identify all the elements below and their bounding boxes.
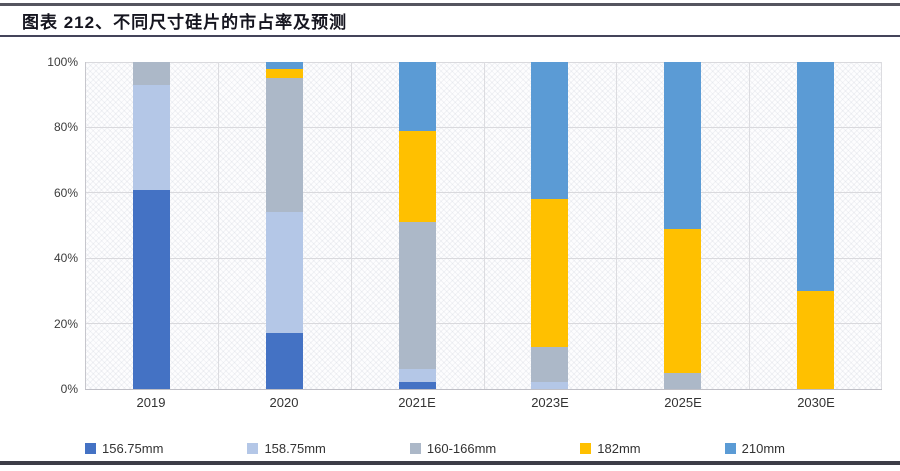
legend-label: 210mm (741, 441, 785, 456)
legend-label: 182mm (597, 441, 641, 456)
legend-label: 158.75mm (264, 441, 326, 456)
bar-segment-182mm (531, 199, 568, 347)
x-axis-line (85, 389, 882, 390)
stacked-bar-2019 (133, 62, 170, 389)
legend-swatch-icon (247, 443, 259, 454)
bottom-divider (0, 461, 900, 465)
gridline-vertical (881, 62, 882, 389)
stacked-bar-2021E (399, 62, 436, 389)
gridline-horizontal (85, 257, 882, 259)
bar-segment-158.75mm (133, 84, 170, 190)
y-tick-label: 80% (53, 120, 78, 135)
gridline-horizontal (85, 192, 882, 194)
x-tick-label-2021E: 2021E (398, 395, 436, 410)
bar-segment-160-166mm (266, 78, 303, 213)
bar-segment-210mm (664, 62, 701, 229)
bar-segment-210mm (531, 62, 568, 200)
y-tick-label: 60% (53, 185, 78, 200)
y-tick-label: 100% (47, 55, 78, 69)
legend-label: 160-166mm (426, 441, 497, 456)
gridline-vertical (351, 62, 352, 389)
x-axis: 2019 2020 2021E 2023E 2025E 2030E (85, 395, 882, 415)
bar-segment-158.75mm (399, 369, 436, 383)
gridline-horizontal (85, 126, 882, 128)
x-tick-label-2019: 2019 (136, 395, 166, 410)
legend-item-160-166mm: 160-166mm (409, 441, 497, 456)
gridline-vertical (218, 62, 219, 389)
gridline-horizontal (85, 61, 882, 63)
legend: 156.75mm 158.75mm 160-166mm 182mm 210mm (85, 441, 785, 456)
plot-area (85, 61, 882, 390)
y-tick-label: 0% (60, 382, 78, 396)
bar-segment-182mm (797, 290, 834, 389)
legend-item-210mm: 210mm (724, 441, 785, 456)
top-divider (0, 3, 900, 6)
title-underline-divider (0, 35, 900, 37)
bar-segment-160-166mm (133, 62, 170, 85)
legend-item-156.75mm: 156.75mm (85, 441, 163, 456)
legend-swatch-icon (85, 443, 96, 454)
x-tick-label-2025E: 2025E (664, 395, 702, 410)
bar-segment-160-166mm (399, 222, 436, 370)
gridline-horizontal (85, 323, 882, 325)
x-tick-label-2030E: 2030E (797, 395, 835, 410)
bar-segment-160-166mm (531, 346, 568, 383)
stacked-bar-2023E (531, 62, 568, 389)
bar-segment-182mm (399, 130, 436, 223)
bar-segment-160-166mm (664, 372, 701, 389)
legend-swatch-icon (409, 443, 421, 454)
gridline-vertical (616, 62, 617, 389)
bar-segment-182mm (266, 68, 303, 79)
gridline-vertical (484, 62, 485, 389)
bar-segment-210mm (266, 62, 303, 69)
legend-item-182mm: 182mm (580, 441, 641, 456)
x-tick-label-2023E: 2023E (531, 395, 569, 410)
bar-segment-156.75mm (266, 333, 303, 389)
legend-swatch-icon (724, 443, 736, 454)
stacked-bar-2025E (664, 62, 701, 389)
bar-segment-158.75mm (531, 382, 568, 389)
stacked-bar-2030E (797, 62, 834, 389)
legend-item-158.75mm: 158.75mm (247, 441, 326, 456)
legend-swatch-icon (580, 443, 592, 454)
bar-segment-158.75mm (266, 212, 303, 334)
legend-label: 156.75mm (102, 441, 164, 456)
bar-segment-156.75mm (133, 189, 170, 389)
bar-segment-210mm (399, 62, 436, 131)
y-axis-line (85, 62, 86, 389)
bar-segment-182mm (664, 228, 701, 373)
y-tick-label: 40% (53, 251, 78, 266)
chart-title: 图表 212、不同尺寸硅片的市占率及预测 (22, 13, 348, 32)
stacked-bar-2020 (266, 62, 303, 389)
bar-segment-210mm (797, 62, 834, 291)
x-tick-label-2020: 2020 (269, 395, 299, 410)
bar-segment-156.75mm (399, 382, 436, 389)
y-tick-label: 20% (53, 316, 78, 331)
gridline-vertical (749, 62, 750, 389)
